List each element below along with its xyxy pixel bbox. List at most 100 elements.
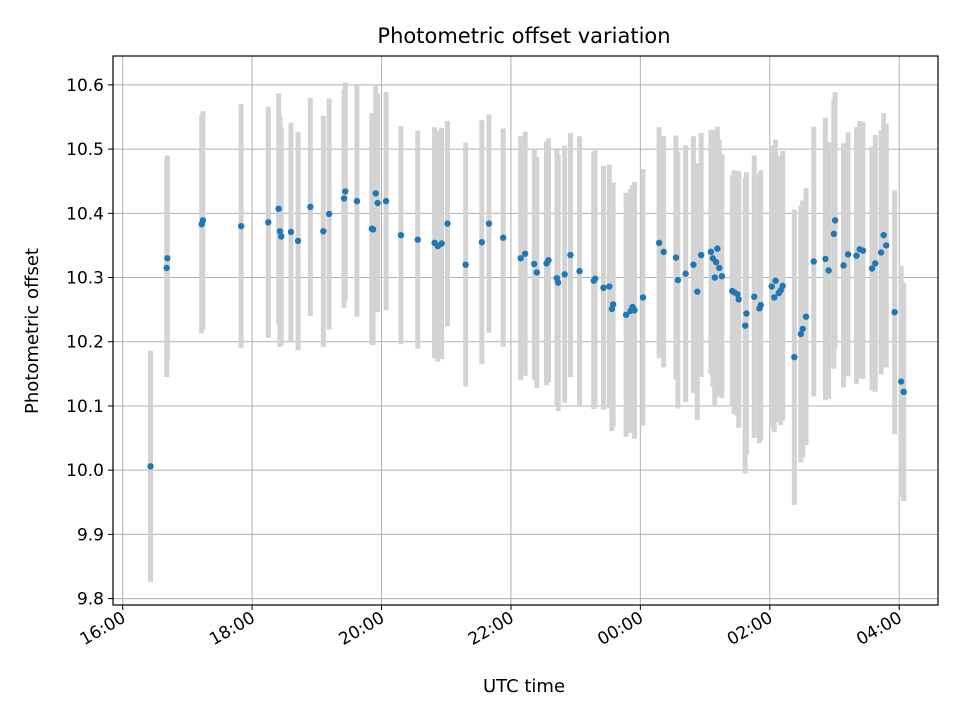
data-point — [576, 267, 583, 275]
data-point — [897, 378, 905, 385]
data-point — [674, 276, 682, 284]
y-tick-label: 10.0 — [66, 461, 104, 481]
data-point — [768, 283, 775, 290]
data-point — [735, 296, 742, 303]
y-tick-label: 9.8 — [77, 590, 104, 610]
plot-frame — [112, 55, 939, 606]
data-point — [485, 220, 493, 227]
data-point — [199, 217, 207, 224]
data-point — [900, 388, 907, 396]
data-point — [545, 256, 552, 264]
data-point — [791, 353, 798, 361]
y-tick-label: 10.4 — [66, 204, 104, 224]
y-tick-label: 10.3 — [66, 269, 104, 289]
data-point — [672, 254, 680, 261]
data-point — [714, 245, 721, 252]
data-point — [275, 205, 282, 213]
data-point — [797, 330, 805, 338]
data-point — [438, 240, 445, 247]
data-point — [606, 283, 613, 290]
data-point — [830, 230, 838, 238]
data-point — [660, 248, 667, 256]
data-point — [810, 258, 817, 265]
data-point — [772, 277, 779, 284]
data-point — [840, 262, 847, 269]
data-point — [163, 264, 170, 272]
data-point — [831, 217, 839, 224]
data-point — [533, 269, 541, 276]
data-point — [462, 261, 469, 268]
data-point — [307, 203, 314, 211]
y-axis-ticks: 9.8 9.9 10.0 10.1 10.2 10.3 10.4 10.5 10.6 — [66, 76, 113, 610]
data-point — [741, 322, 749, 329]
y-tick-label: 10.1 — [66, 397, 104, 417]
data-point — [382, 197, 390, 205]
y-axis-title: Photometric offset — [22, 248, 43, 414]
data-point — [697, 251, 705, 259]
data-point — [444, 220, 451, 227]
data-point — [868, 265, 876, 272]
data-point — [716, 264, 723, 272]
y-tick-label: 10.6 — [66, 76, 104, 96]
data-point — [397, 231, 405, 239]
data-point — [694, 288, 701, 295]
data-point — [600, 284, 607, 291]
data-point — [531, 260, 538, 268]
data-point — [554, 279, 562, 286]
data-point — [567, 251, 574, 259]
data-point — [682, 270, 689, 277]
data-point — [342, 188, 349, 195]
data-point — [853, 252, 860, 259]
data-point — [718, 273, 726, 280]
data-point — [147, 463, 154, 470]
data-point — [707, 248, 715, 256]
data-point — [825, 267, 832, 274]
data-point — [561, 271, 568, 278]
data-point — [711, 274, 718, 281]
data-point — [287, 228, 295, 236]
data-point — [757, 301, 764, 309]
data-point — [320, 228, 327, 235]
data-point — [872, 260, 879, 267]
data-point — [276, 228, 284, 235]
y-tick-label: 10.2 — [66, 333, 104, 353]
data-point — [353, 197, 361, 205]
data-point — [521, 250, 529, 257]
data-point — [844, 251, 852, 258]
data-point — [690, 261, 697, 268]
y-tick-label: 9.9 — [77, 525, 104, 545]
data-point — [859, 247, 867, 254]
data-point — [712, 258, 720, 266]
data-point — [265, 219, 272, 226]
data-point — [751, 293, 758, 300]
data-point — [591, 275, 599, 283]
data-point — [478, 239, 486, 246]
data-point — [877, 249, 885, 256]
data-point — [883, 242, 890, 249]
data-points — [147, 188, 907, 470]
data-point — [799, 325, 806, 333]
data-point — [294, 237, 302, 245]
data-point — [325, 210, 333, 218]
chart-title: Photometric offset variation — [377, 24, 670, 48]
data-point — [237, 222, 245, 230]
data-point — [414, 236, 421, 243]
data-point — [631, 307, 638, 314]
x-axis-title: UTC time — [483, 676, 565, 697]
y-tick-label: 10.5 — [66, 140, 104, 160]
data-point — [891, 309, 898, 316]
data-point — [374, 199, 381, 207]
data-point — [822, 255, 829, 263]
data-point — [164, 255, 171, 262]
data-point — [655, 239, 663, 247]
data-point — [743, 310, 750, 317]
data-point — [340, 195, 348, 202]
data-point — [802, 313, 810, 320]
data-point — [278, 233, 285, 240]
data-point — [517, 255, 524, 262]
data-point — [779, 282, 786, 290]
data-point — [609, 301, 617, 308]
data-point — [639, 294, 647, 301]
data-point — [880, 231, 887, 239]
